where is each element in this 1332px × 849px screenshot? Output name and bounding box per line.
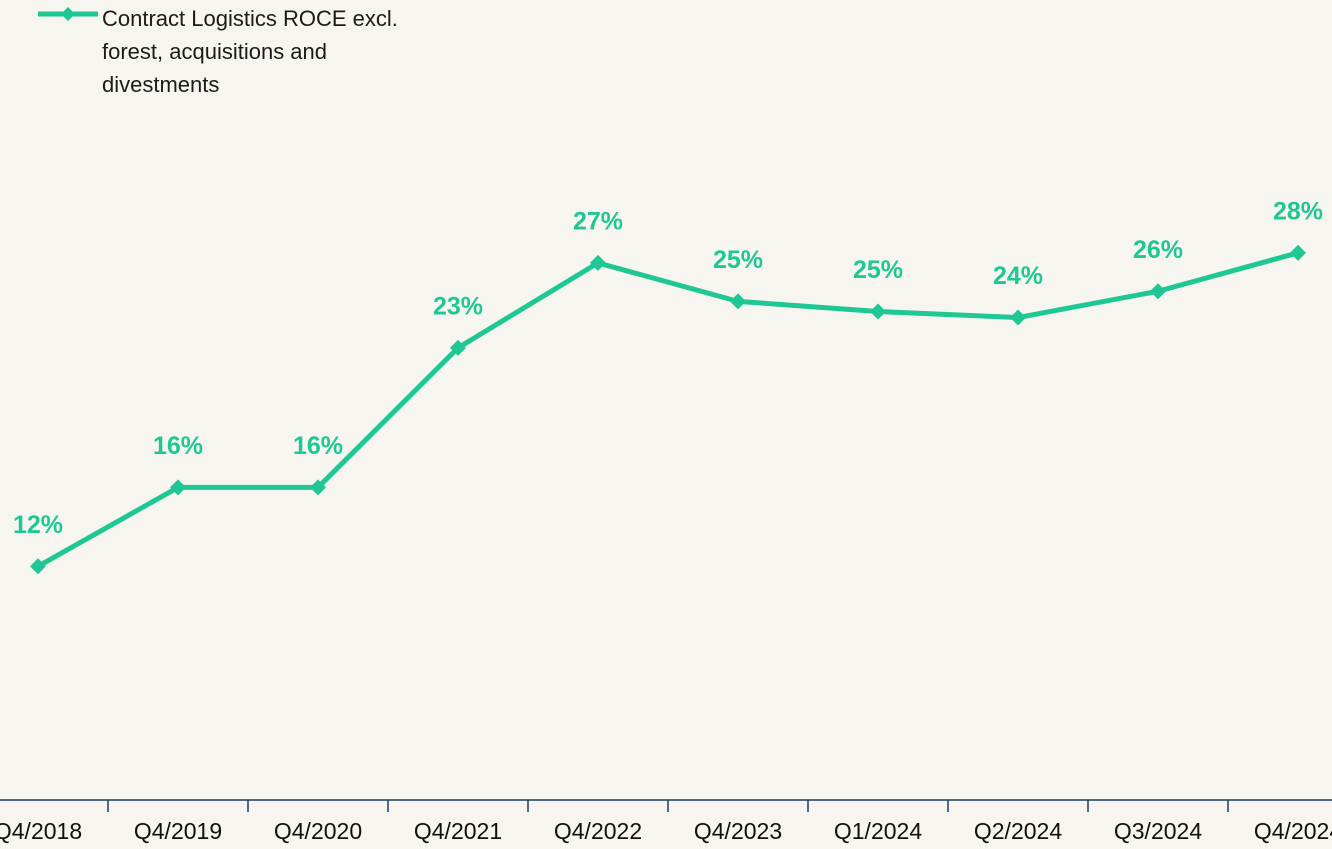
- marker: [1150, 283, 1166, 300]
- line: [36, 250, 1299, 569]
- marker: [730, 293, 746, 310]
- data-label: 26%: [1133, 236, 1183, 264]
- marker: [590, 254, 606, 271]
- data-label: 28%: [1273, 197, 1323, 225]
- x-tick-label: Q2/2024: [974, 818, 1062, 844]
- x-tick-label: Q4/2024: [1254, 818, 1332, 844]
- x-tick-label: Q4/2023: [694, 818, 782, 844]
- legend-marker: [61, 7, 75, 21]
- data-label: 16%: [293, 432, 343, 460]
- marker: [310, 479, 326, 496]
- legend-label: Contract Logistics ROCE excl. forest, ac…: [102, 6, 398, 97]
- data-label: 16%: [153, 432, 203, 460]
- marker: [30, 558, 46, 575]
- x-tick-label: Q4/2021: [414, 818, 502, 844]
- marker: [1010, 309, 1026, 326]
- data-label: 24%: [993, 262, 1043, 290]
- data-label: 12%: [13, 511, 63, 539]
- data-label: 27%: [573, 208, 623, 236]
- x-tick-label: Q1/2024: [834, 818, 922, 844]
- marker: [170, 479, 186, 496]
- marker: [450, 339, 466, 356]
- x-tick-label: Q4/2019: [134, 818, 222, 844]
- x-tick-label: Q4/2018: [0, 818, 82, 844]
- data-label: 25%: [713, 246, 763, 274]
- x-tick-label: Q3/2024: [1114, 818, 1202, 844]
- marker: [870, 303, 886, 320]
- x-tick-label: Q4/2020: [274, 818, 362, 844]
- x-tick-label: Q4/2022: [554, 818, 642, 844]
- marker: [1290, 244, 1306, 261]
- data-label: 25%: [853, 256, 903, 284]
- data-label: 23%: [433, 292, 483, 320]
